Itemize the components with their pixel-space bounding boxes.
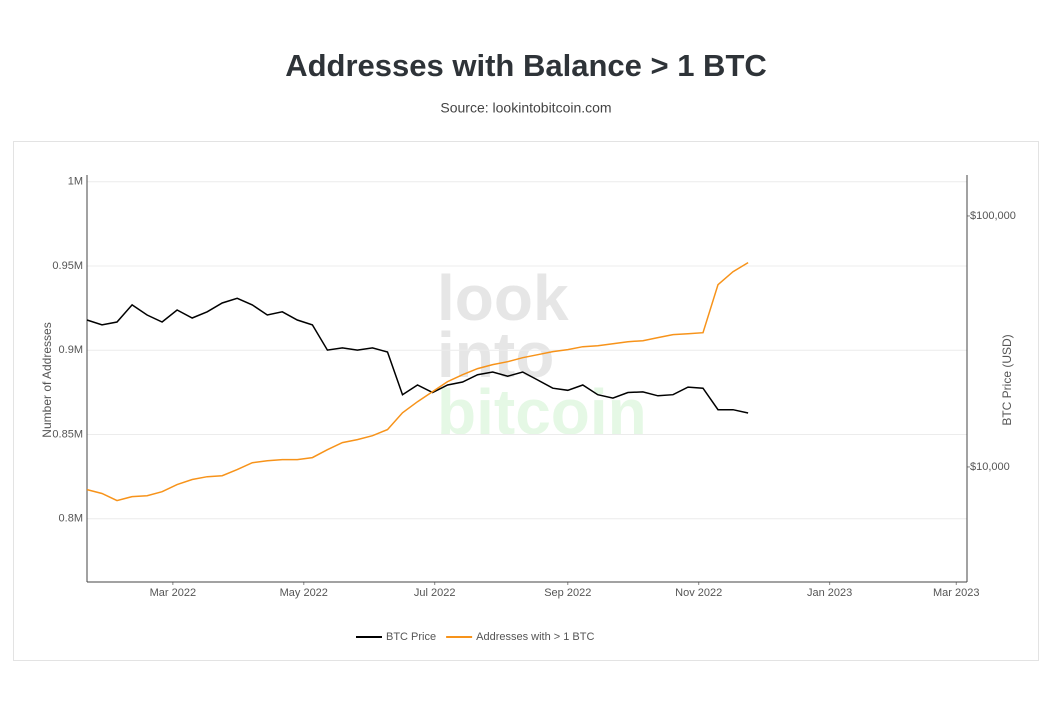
y-tick-label: 0.95M [52,260,83,272]
y-tick-label: 0.85M [52,428,83,440]
x-tick-label: Sep 2022 [544,587,591,599]
legend-label: Addresses with > 1 BTC [476,631,594,643]
watermark-text: bitcoin [437,376,647,448]
chart-frame [13,141,1039,661]
y-tick-label: 0.8M [59,513,83,525]
x-tick-label: Mar 2022 [150,587,196,599]
y-tick-label: 1M [68,176,83,188]
series-line [86,297,749,414]
x-tick-label: May 2022 [280,587,328,599]
x-tick-label: Jan 2023 [807,587,852,599]
series-line [86,261,749,502]
y2-tick-label: $10,000 [970,461,1010,473]
y2-tick-label: $100,000 [970,210,1016,222]
legend-label: BTC Price [386,631,436,643]
chart-subtitle: Source: lookintobitcoin.com [440,100,611,116]
y-axis-label: Number of Addresses [40,322,54,437]
watermark: look into bitcoin [437,262,647,448]
y-tick-label: 0.9M [59,344,83,356]
x-tick-label: Mar 2023 [933,587,979,599]
x-tick-label: Jul 2022 [414,587,456,599]
watermark-text: look [437,262,569,334]
x-tick-label: Nov 2022 [675,587,722,599]
chart-title: Addresses with Balance > 1 BTC [285,48,767,83]
y2-axis-label: BTC Price (USD) [1000,334,1014,425]
